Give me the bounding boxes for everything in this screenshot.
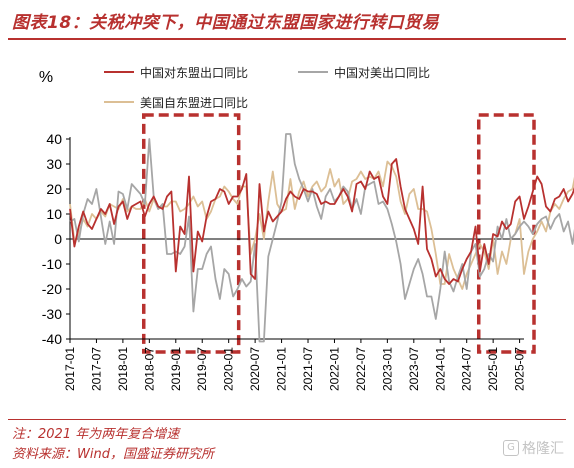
series-line-cn-us — [70, 134, 574, 342]
x-tick-label: 2018-07 — [142, 347, 156, 391]
figure-source: 资料来源：Wind，国盛证券研究所 — [12, 443, 214, 462]
x-tick-label: 2020-01 — [222, 347, 236, 391]
legend-label-us-asean: 美国自东盟进口同比 — [140, 96, 248, 110]
x-tick-label: 2024-01 — [433, 347, 447, 391]
x-tick-label: 2025-07 — [513, 347, 527, 391]
x-tick-label: 2017-01 — [63, 347, 77, 391]
y-tick-label: 40 — [46, 131, 62, 147]
series-lines — [70, 134, 574, 342]
y-tick-label: -10 — [42, 256, 62, 272]
x-tick-label: 2021-01 — [275, 347, 289, 391]
x-tick-label: 2020-07 — [248, 347, 262, 391]
x-tick-label: 2023-01 — [380, 347, 394, 391]
y-tick-label: 20 — [46, 181, 62, 197]
watermark: G 格隆汇 — [503, 438, 564, 458]
watermark-logo-icon: G — [503, 440, 519, 456]
x-tick-label: 2025-01 — [486, 347, 500, 391]
x-tick-label: 2017-07 — [89, 347, 103, 391]
y-tick-label: -40 — [42, 331, 62, 347]
y-tick-label: -20 — [42, 281, 62, 297]
y-tick-label: 0 — [54, 231, 62, 247]
legend-label-cn-asean: 中国对东盟出口同比 — [140, 65, 248, 80]
footer-rule — [8, 419, 566, 420]
x-tick-label: 2019-01 — [169, 347, 183, 391]
legend: 中国对东盟出口同比 中国对美出口同比 美国自东盟进口同比 — [104, 65, 430, 110]
y-tick-label: 10 — [46, 206, 62, 222]
legend-label-cn-us: 中国对美出口同比 — [334, 65, 430, 80]
highlight-box — [479, 115, 534, 352]
watermark-text: 格隆汇 — [522, 438, 564, 458]
figure-note: 注：2021 年为两年复合增速 — [12, 423, 179, 442]
x-tick-label: 2021-07 — [301, 347, 315, 391]
y-tick-label: 30 — [46, 156, 62, 172]
x-tick-label: 2022-01 — [327, 347, 341, 391]
x-tick-label: 2022-07 — [354, 347, 368, 391]
x-tick-label: 2018-01 — [116, 347, 130, 391]
y-tick-label: -30 — [42, 306, 62, 322]
x-tick-label: 2019-07 — [195, 347, 209, 391]
x-tick-label: 2024-07 — [460, 347, 474, 391]
y-axis-label: % — [39, 69, 53, 86]
x-tick-label: 2023-07 — [407, 347, 421, 391]
